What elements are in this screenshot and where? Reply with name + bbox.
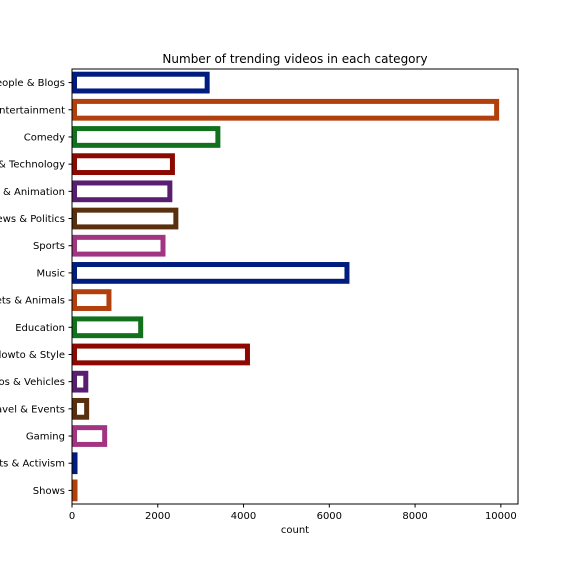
y-tick-label: eople & Blogs (0, 78, 65, 89)
y-tick-label: Gaming (26, 432, 65, 443)
bar-5 (72, 207, 179, 230)
bar-2 (72, 126, 221, 148)
bar-6 (72, 234, 166, 257)
bar-4 (72, 180, 173, 203)
y-tick-label: ts & Activism (0, 459, 65, 470)
bar-11 (72, 370, 89, 393)
y-tick-label: Education (15, 323, 65, 334)
x-axis-label: count (281, 525, 309, 536)
bar-0 (72, 71, 210, 94)
x-tick-label: 0 (69, 511, 75, 522)
y-tick-label: & Technology (0, 160, 65, 171)
bar-1 (72, 98, 500, 121)
y-tick-label: Music (37, 268, 65, 279)
bar-10 (72, 343, 250, 366)
x-tick-label: 10000 (485, 511, 517, 522)
bar-12 (72, 397, 90, 420)
y-tick-label: avel & Events (0, 404, 65, 415)
y-tick-label: Comedy (24, 132, 65, 143)
y-tick-label: Shows (33, 486, 65, 497)
y-tick-label: Sports (33, 241, 65, 252)
bar-7 (72, 262, 350, 284)
bar-15 (72, 479, 78, 502)
x-tick-label: 8000 (402, 511, 427, 522)
y-tick-label: ntertainment (0, 105, 65, 116)
bar-8 (72, 289, 112, 311)
x-tick-label: 6000 (317, 511, 342, 522)
bar-13 (72, 425, 108, 447)
y-tick-label: lowto & Style (0, 350, 65, 361)
y-tick-label: & Animation (3, 187, 65, 198)
bars-group (72, 71, 500, 502)
x-tick-label: 2000 (145, 511, 170, 522)
y-tick-label: ets & Animals (0, 296, 65, 307)
plot-frame (71, 68, 519, 505)
bar-9 (72, 316, 144, 339)
x-axis-ticks: 0 2000 4000 6000 8000 10000 (69, 504, 517, 522)
bar-14 (72, 452, 78, 475)
x-tick-label: 4000 (231, 511, 256, 522)
bar-3 (72, 153, 175, 176)
y-tick-label: os & Vehicles (0, 377, 65, 388)
y-axis-ticks: eople & Blogs ntertainment Comedy & Technol… (0, 78, 72, 497)
chart-title: Number of trending videos in each catego… (162, 52, 427, 66)
y-tick-label: ews & Politics (0, 214, 65, 225)
